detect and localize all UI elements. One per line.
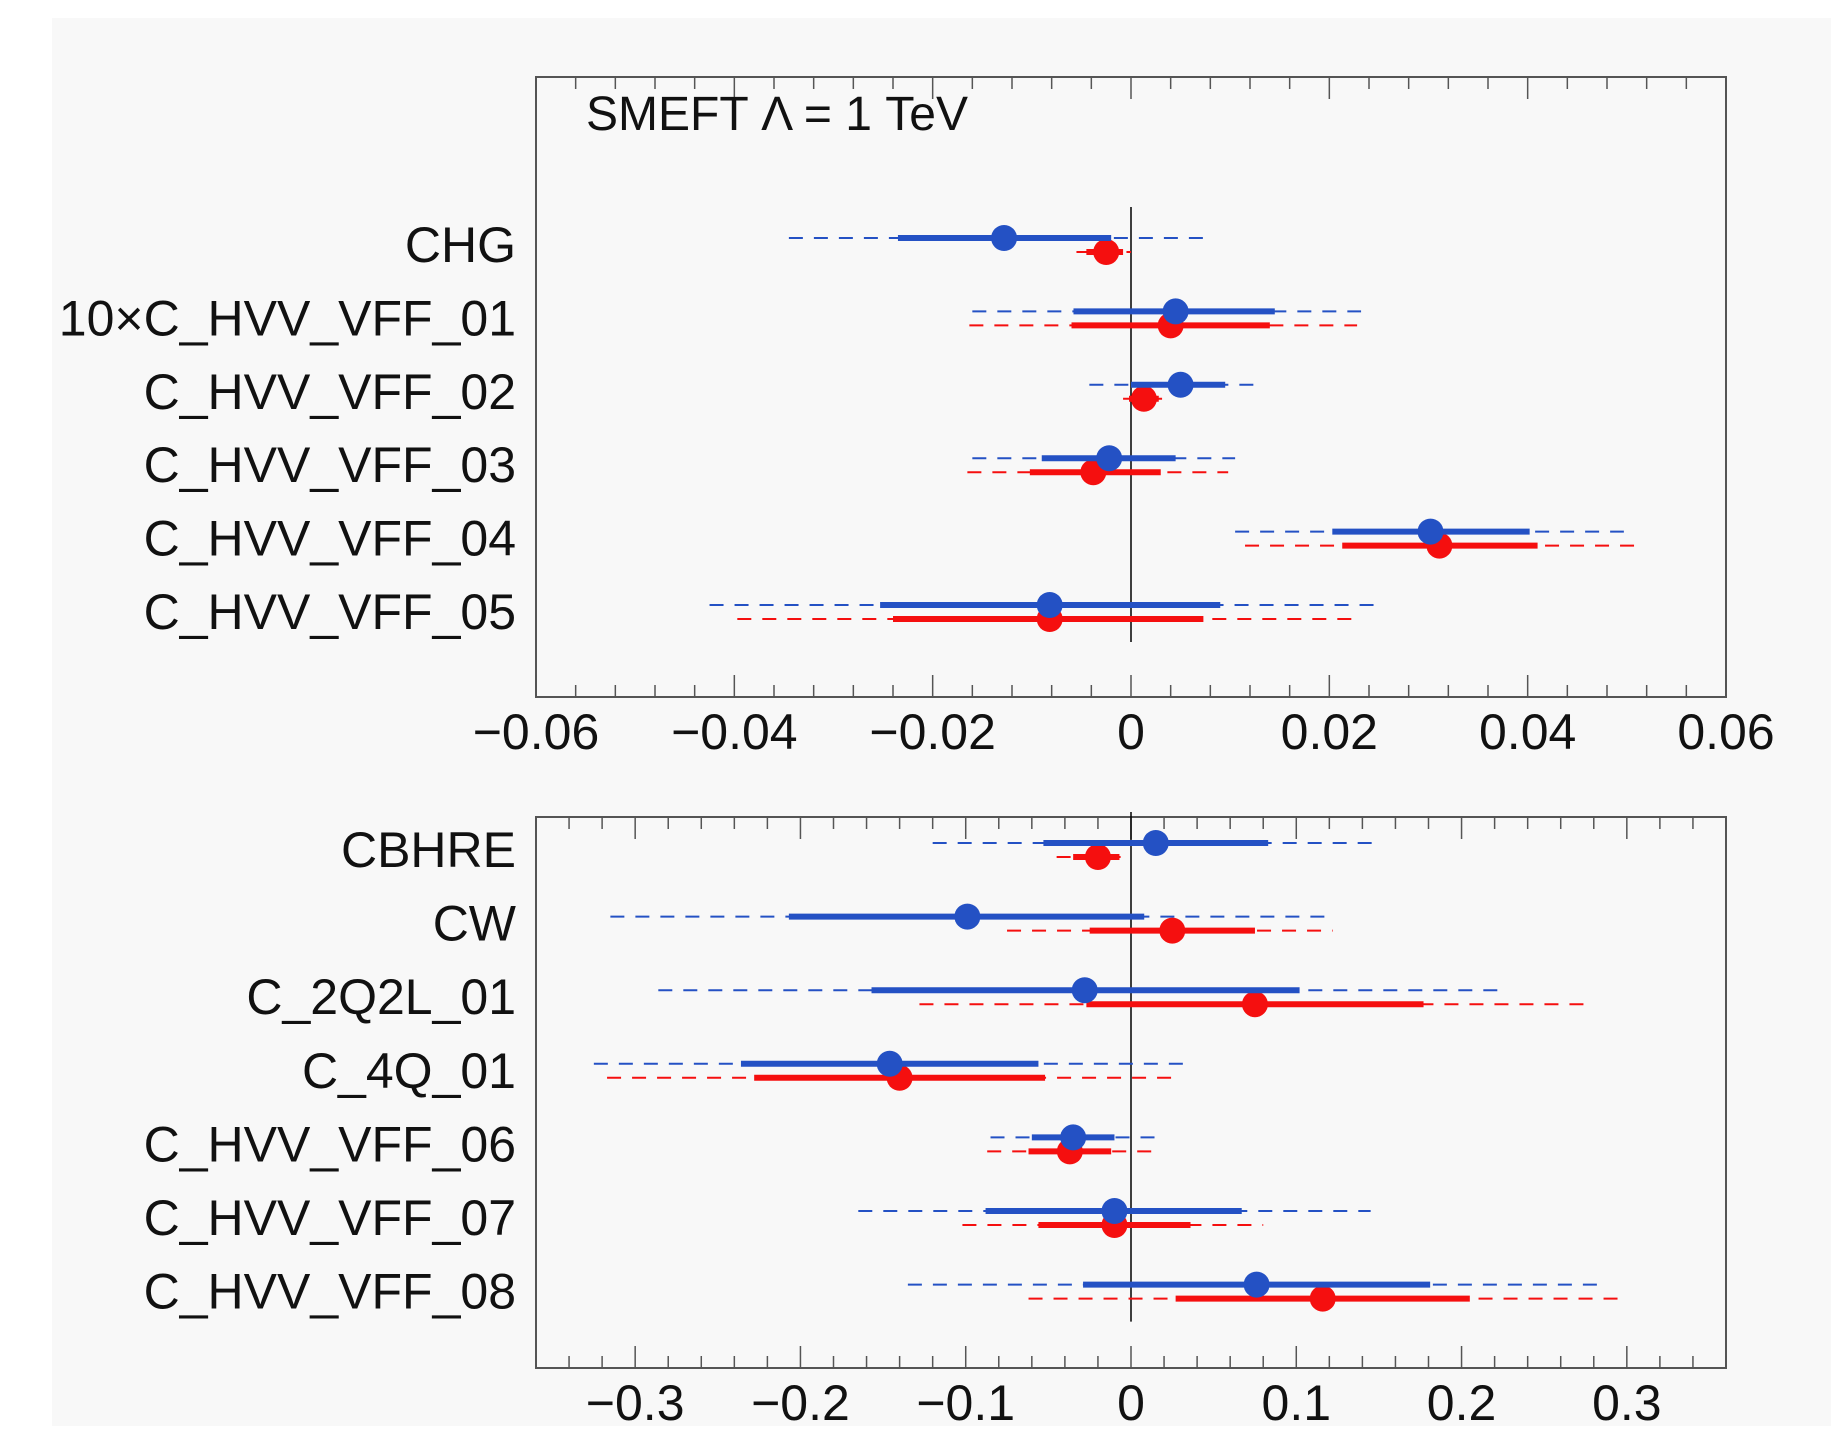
parameter-label: CHG bbox=[405, 217, 516, 273]
blue-best-fit-point bbox=[1036, 592, 1063, 618]
red-best-fit-point bbox=[1241, 991, 1268, 1018]
panel-bottom: −0.3 −0.2 −0.1 0 0.1 0.2 0.3 CBHRE CW C_2Q2L_01 C_… bbox=[144, 812, 1727, 1431]
parameter-label: C_HVV_VFF_05 bbox=[144, 584, 516, 640]
x-tick-label: 0.2 bbox=[1427, 1375, 1497, 1426]
parameter-label: C_4Q_01 bbox=[302, 1043, 516, 1099]
parameter-label: CW bbox=[433, 896, 517, 952]
figure: −0.06 −0.04 −0.02 0 0.02 0.04 0.06 SMEFT Λ = 1 … bbox=[52, 18, 1831, 1431]
chart-title: SMEFT Λ = 1 TeV bbox=[586, 88, 968, 141]
x-tick-label: −0.1 bbox=[916, 1375, 1015, 1426]
parameter-label: C_HVV_VFF_06 bbox=[144, 1116, 516, 1172]
red-best-fit-point bbox=[1159, 917, 1186, 944]
x-tick-label: −0.3 bbox=[586, 1375, 685, 1426]
x-tick-label: 0 bbox=[1117, 704, 1145, 760]
blue-best-fit-point bbox=[876, 1050, 903, 1077]
blue-best-fit-point bbox=[1243, 1271, 1270, 1298]
x-tick-label: −0.04 bbox=[671, 704, 798, 760]
x-tick-label: −0.02 bbox=[869, 704, 996, 760]
blue-best-fit-point bbox=[954, 903, 981, 930]
x-tick-label: −0.2 bbox=[751, 1375, 850, 1426]
blue-best-fit-point bbox=[1417, 518, 1444, 545]
parameter-label: C_HVV_VFF_02 bbox=[144, 364, 516, 420]
blue-best-fit-point bbox=[1101, 1198, 1128, 1224]
x-tick-label: 0 bbox=[1117, 1375, 1145, 1426]
red-best-fit-point bbox=[1093, 239, 1120, 265]
parameter-label: C_HVV_VFF_04 bbox=[144, 511, 516, 567]
parameter-label: C_HVV_VFF_03 bbox=[144, 437, 516, 493]
parameter-label: CBHRE bbox=[341, 822, 516, 878]
x-tick-label: 0.3 bbox=[1592, 1375, 1662, 1426]
x-tick-label: 0.02 bbox=[1281, 704, 1378, 760]
blue-best-fit-point bbox=[1142, 830, 1169, 856]
blue-best-fit-point bbox=[1071, 977, 1098, 1004]
blue-best-fit-point bbox=[1167, 371, 1194, 398]
red-best-fit-point bbox=[1084, 844, 1111, 870]
red-best-fit-point bbox=[1130, 385, 1157, 412]
red-best-fit-point bbox=[1309, 1285, 1336, 1312]
parameter-label: C_HVV_VFF_07 bbox=[144, 1190, 516, 1246]
panel-top: −0.06 −0.04 −0.02 0 0.02 0.04 0.06 SMEFT Λ = 1 … bbox=[59, 76, 1775, 760]
blue-best-fit-point bbox=[991, 225, 1018, 251]
x-tick-label: 0.04 bbox=[1479, 704, 1576, 760]
forest-plot: −0.06 −0.04 −0.02 0 0.02 0.04 0.06 SMEFT Λ = 1 … bbox=[59, 76, 1775, 1431]
blue-best-fit-point bbox=[1060, 1124, 1087, 1151]
blue-best-fit-point bbox=[1162, 298, 1189, 325]
blue-best-fit-point bbox=[1096, 445, 1123, 472]
x-tick-label: 0.1 bbox=[1262, 1375, 1332, 1426]
parameter-label: 10×C_HVV_VFF_01 bbox=[59, 290, 516, 346]
parameter-label: C_2Q2L_01 bbox=[246, 969, 516, 1025]
parameter-label: C_HVV_VFF_08 bbox=[144, 1264, 516, 1320]
x-tick-label: 0.06 bbox=[1677, 704, 1774, 760]
x-tick-label: −0.06 bbox=[473, 704, 600, 760]
